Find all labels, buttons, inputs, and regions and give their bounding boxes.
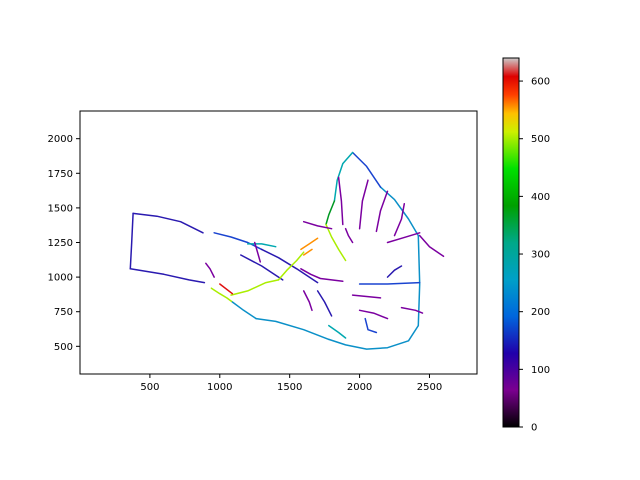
segment-40 — [205, 262, 215, 278]
colorbar-tick-label: 100 — [531, 365, 550, 376]
segment-23 — [375, 190, 389, 233]
x-tick-label: 1000 — [207, 382, 232, 393]
segment-0 — [132, 212, 204, 234]
y-tick-label: 1500 — [48, 203, 73, 214]
segment-28 — [302, 220, 333, 230]
segment-37 — [302, 290, 313, 312]
segment-10 — [219, 283, 234, 295]
x-axis: 500 1000 1500 2000 2500 — [140, 374, 442, 393]
segment-33 — [302, 248, 313, 256]
x-tick-label: 2000 — [347, 382, 372, 393]
segment-9 — [210, 287, 234, 303]
segment-22 — [358, 179, 369, 230]
segment-32 — [300, 237, 319, 251]
segment-19 — [325, 200, 336, 226]
segment-27 — [300, 268, 344, 283]
y-tick-label: 1250 — [48, 238, 73, 249]
y-tick-label: 2000 — [48, 134, 73, 145]
segment-34 — [316, 290, 333, 317]
segment-26 — [386, 232, 421, 244]
segment-13 — [328, 324, 420, 350]
segment-18 — [333, 151, 354, 202]
segment-38 — [344, 227, 354, 244]
segment-36 — [364, 317, 378, 334]
network-segments — [129, 151, 445, 350]
segment-39 — [386, 265, 403, 278]
y-tick-label: 750 — [54, 307, 73, 318]
colorbar-axis: 0 100 200 300 400 500 600 — [519, 77, 550, 434]
segment-25 — [418, 234, 445, 258]
segment-35 — [328, 324, 347, 339]
x-tick-label: 2500 — [417, 382, 442, 393]
segment-12 — [255, 317, 330, 341]
colorbar-tick-label: 0 — [531, 423, 537, 434]
y-tick-label: 1750 — [48, 169, 73, 180]
segment-2 — [129, 268, 206, 284]
segment-41 — [253, 241, 262, 263]
segment-11 — [231, 301, 257, 320]
colorbar-tick-label: 300 — [531, 250, 550, 261]
colorbar — [502, 57, 520, 428]
segment-7 — [230, 279, 280, 296]
y-axis: 500 750 1000 1250 1500 1750 2000 — [48, 134, 80, 353]
y-tick-label: 500 — [54, 342, 73, 353]
segment-5 — [240, 254, 284, 281]
colorbar-tick-label: 500 — [531, 134, 550, 145]
segment-4 — [260, 248, 319, 284]
segment-21 — [337, 176, 344, 226]
segment-3 — [213, 232, 263, 251]
segment-6 — [246, 243, 277, 248]
x-tick-label: 1500 — [277, 382, 302, 393]
segment-15 — [358, 281, 421, 285]
y-tick-label: 1000 — [48, 273, 73, 284]
segment-17 — [351, 151, 382, 188]
segment-1 — [129, 212, 134, 270]
segment-20 — [325, 223, 347, 262]
plot-frame — [79, 110, 478, 375]
segment-29 — [400, 306, 424, 314]
colorbar-tick-label: 200 — [531, 307, 550, 318]
colorbar-tick-label: 400 — [531, 192, 550, 203]
x-tick-label: 500 — [140, 382, 159, 393]
segment-31 — [358, 309, 389, 320]
segment-8 — [277, 251, 305, 281]
colorbar-tick-label: 600 — [531, 77, 550, 88]
segment-24 — [393, 202, 406, 237]
segment-30 — [351, 294, 382, 299]
